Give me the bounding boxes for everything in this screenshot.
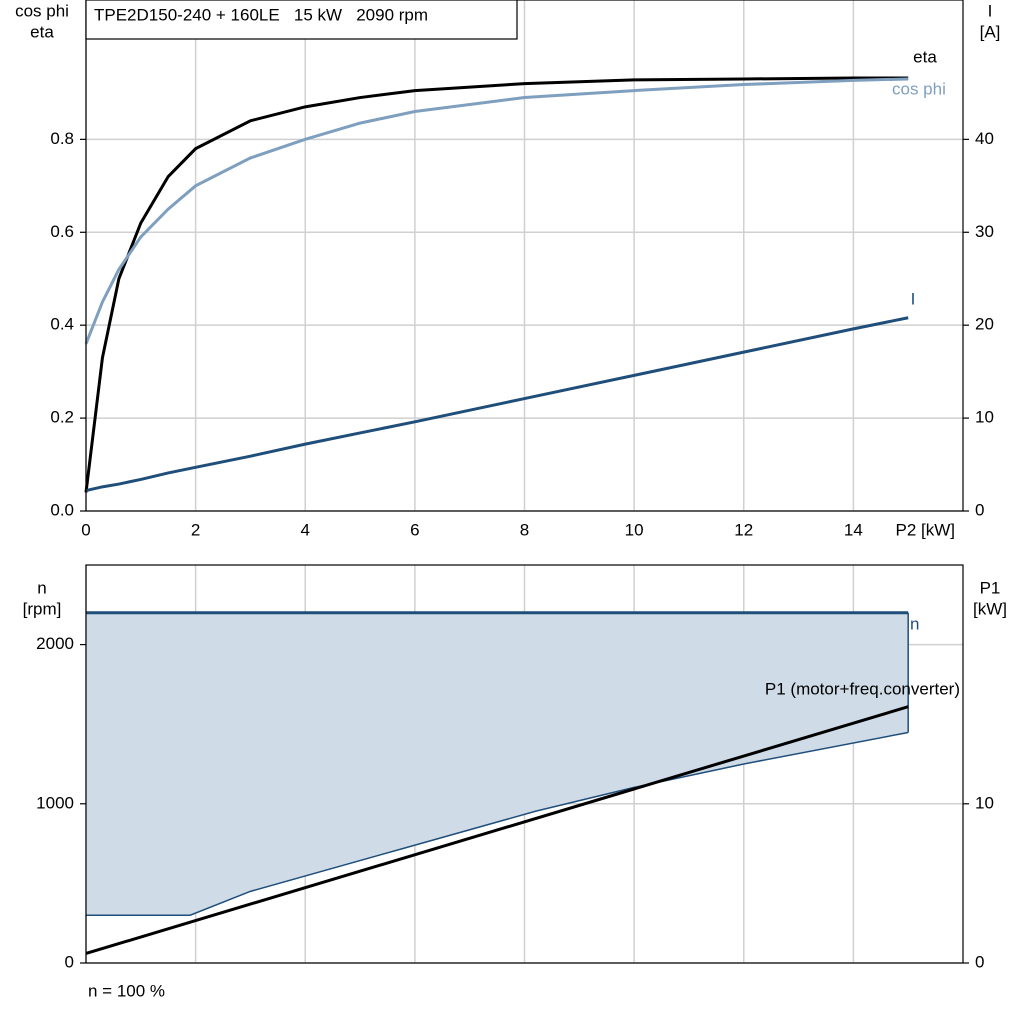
plot-frame: [85, 0, 964, 512]
x-tick-label: 2: [191, 520, 200, 539]
x-tick-label: 4: [301, 520, 310, 539]
series-label: cos phi: [892, 79, 946, 98]
x-tick-label: 0: [81, 520, 90, 539]
x-tick-label: 10: [625, 520, 644, 539]
y-axis-label: cos phi: [15, 1, 69, 20]
y2-tick-label: 0: [975, 500, 984, 519]
y2-tick-label: 0: [975, 952, 984, 971]
series-line: [85, 705, 909, 955]
y2-axis-label: P1: [980, 578, 1001, 597]
y-tick-label: 0.4: [50, 315, 74, 334]
y-axis-label: eta: [30, 22, 54, 41]
series-label: n: [910, 614, 919, 633]
x-tick-label: 8: [520, 520, 529, 539]
x-tick-label: 12: [734, 520, 753, 539]
y-tick-label: 0.0: [50, 500, 74, 519]
series-label: I: [911, 289, 916, 308]
series-label: P1 (motor+freq.converter): [765, 679, 960, 698]
y2-tick-label: 10: [975, 408, 994, 427]
series-label: eta: [913, 47, 937, 66]
plot-frame: [85, 564, 964, 964]
y-axis-label: [rpm]: [23, 599, 62, 618]
y-tick-label: 0.2: [50, 408, 74, 427]
y-tick-label: 2000: [36, 634, 74, 653]
y2-tick-label: 30: [975, 222, 994, 241]
y-tick-label: 0: [65, 952, 74, 971]
series-line: [85, 316, 909, 493]
x-tick-label: 6: [410, 520, 419, 539]
y2-axis-label: I: [988, 1, 993, 20]
note: n = 100 %: [88, 981, 165, 1000]
chart-title: TPE2D150-240 + 160LE 15 kW 2090 rpm: [94, 5, 428, 24]
title-box: [85, 0, 518, 40]
y2-tick-label: 40: [975, 129, 994, 148]
y2-tick-label: 10: [975, 793, 994, 812]
y-axis-label: n: [37, 578, 46, 597]
y-tick-label: 1000: [36, 793, 74, 812]
range-area: [86, 612, 909, 916]
y2-tick-label: 20: [975, 315, 994, 334]
y-tick-label: 0.8: [50, 129, 74, 148]
range-lower-line: [86, 731, 909, 916]
series-line: [84, 76, 909, 493]
y-tick-label: 0.6: [50, 222, 74, 241]
y2-axis-label: [kW]: [973, 599, 1007, 618]
y2-axis-label: [A]: [980, 22, 1001, 41]
x-axis-label: P2 [kW]: [895, 520, 955, 539]
x-tick-label: 14: [844, 520, 863, 539]
series-line: [84, 77, 909, 345]
